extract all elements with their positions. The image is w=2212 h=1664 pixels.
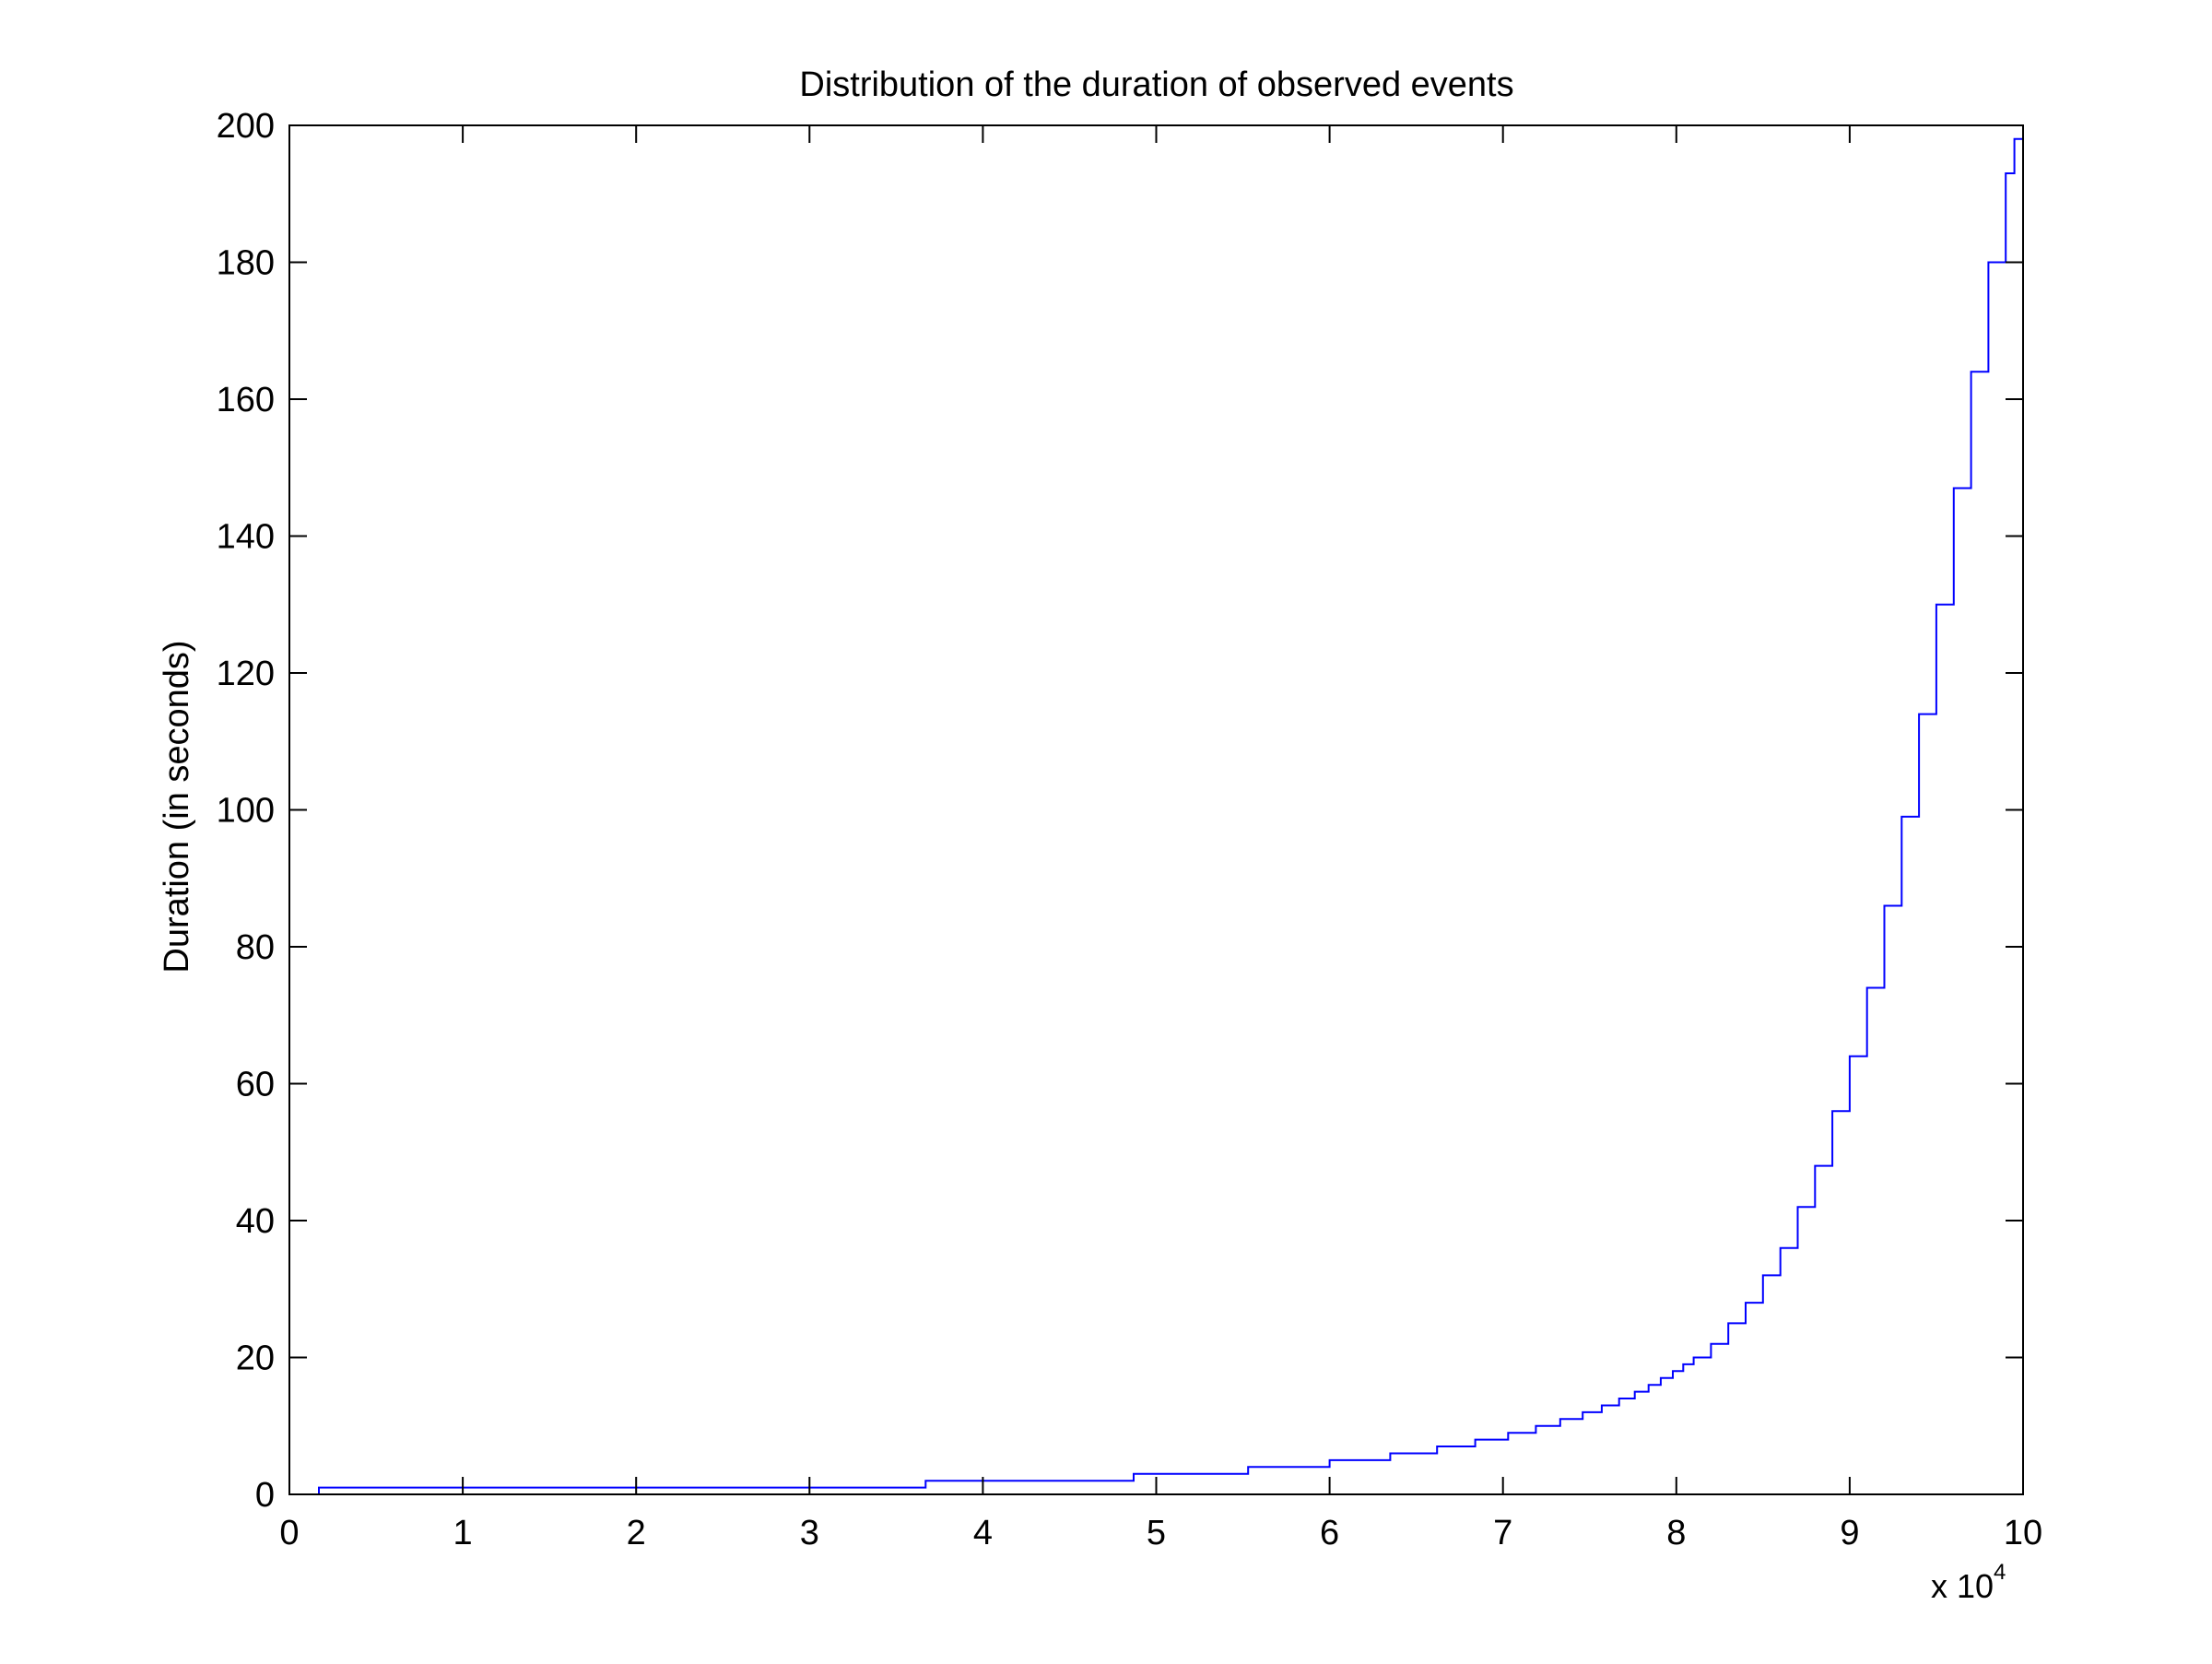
y-tick-label: 180 xyxy=(217,244,275,283)
x-tick-label: 3 xyxy=(800,1514,819,1552)
y-tick-label: 160 xyxy=(217,381,275,419)
axis-ticks xyxy=(288,124,2024,1495)
x-tick-label: 2 xyxy=(627,1514,646,1552)
series-line xyxy=(318,132,2024,1494)
x-tick-label: 1 xyxy=(453,1514,473,1552)
y-tick-label: 140 xyxy=(217,518,275,557)
y-tick-label: 40 xyxy=(236,1202,275,1241)
y-tick-label: 100 xyxy=(217,792,275,831)
chart-title: Distribution of the duration of observed… xyxy=(799,65,1513,104)
x-tick-label: 7 xyxy=(1493,1514,1512,1552)
x-axis-exponent-base: x 10 xyxy=(1931,1567,1994,1605)
y-tick-label: 80 xyxy=(236,928,275,967)
axes-box xyxy=(288,124,2024,1495)
y-axis-label: Duration (in seconds) xyxy=(158,640,196,973)
x-tick-label: 5 xyxy=(1147,1514,1166,1552)
y-tick-label: 60 xyxy=(236,1066,275,1104)
x-tick-label: 4 xyxy=(973,1514,993,1552)
x-tick-label: 6 xyxy=(1320,1514,1339,1552)
y-tick-label: 20 xyxy=(236,1339,275,1378)
x-axis-exponent-power: 4 xyxy=(1994,1560,2006,1585)
x-tick-label: 10 xyxy=(2004,1514,2042,1552)
x-tick-label: 8 xyxy=(1666,1514,1686,1552)
x-tick-label: 0 xyxy=(279,1514,299,1552)
y-tick-label: 120 xyxy=(217,655,275,693)
x-tick-label: 9 xyxy=(1840,1514,1859,1552)
plot-area xyxy=(318,132,2024,1494)
x-axis-exponent: x 104 xyxy=(1931,1560,2006,1605)
y-tick-label: 0 xyxy=(255,1476,275,1515)
y-tick-label: 200 xyxy=(217,107,275,146)
